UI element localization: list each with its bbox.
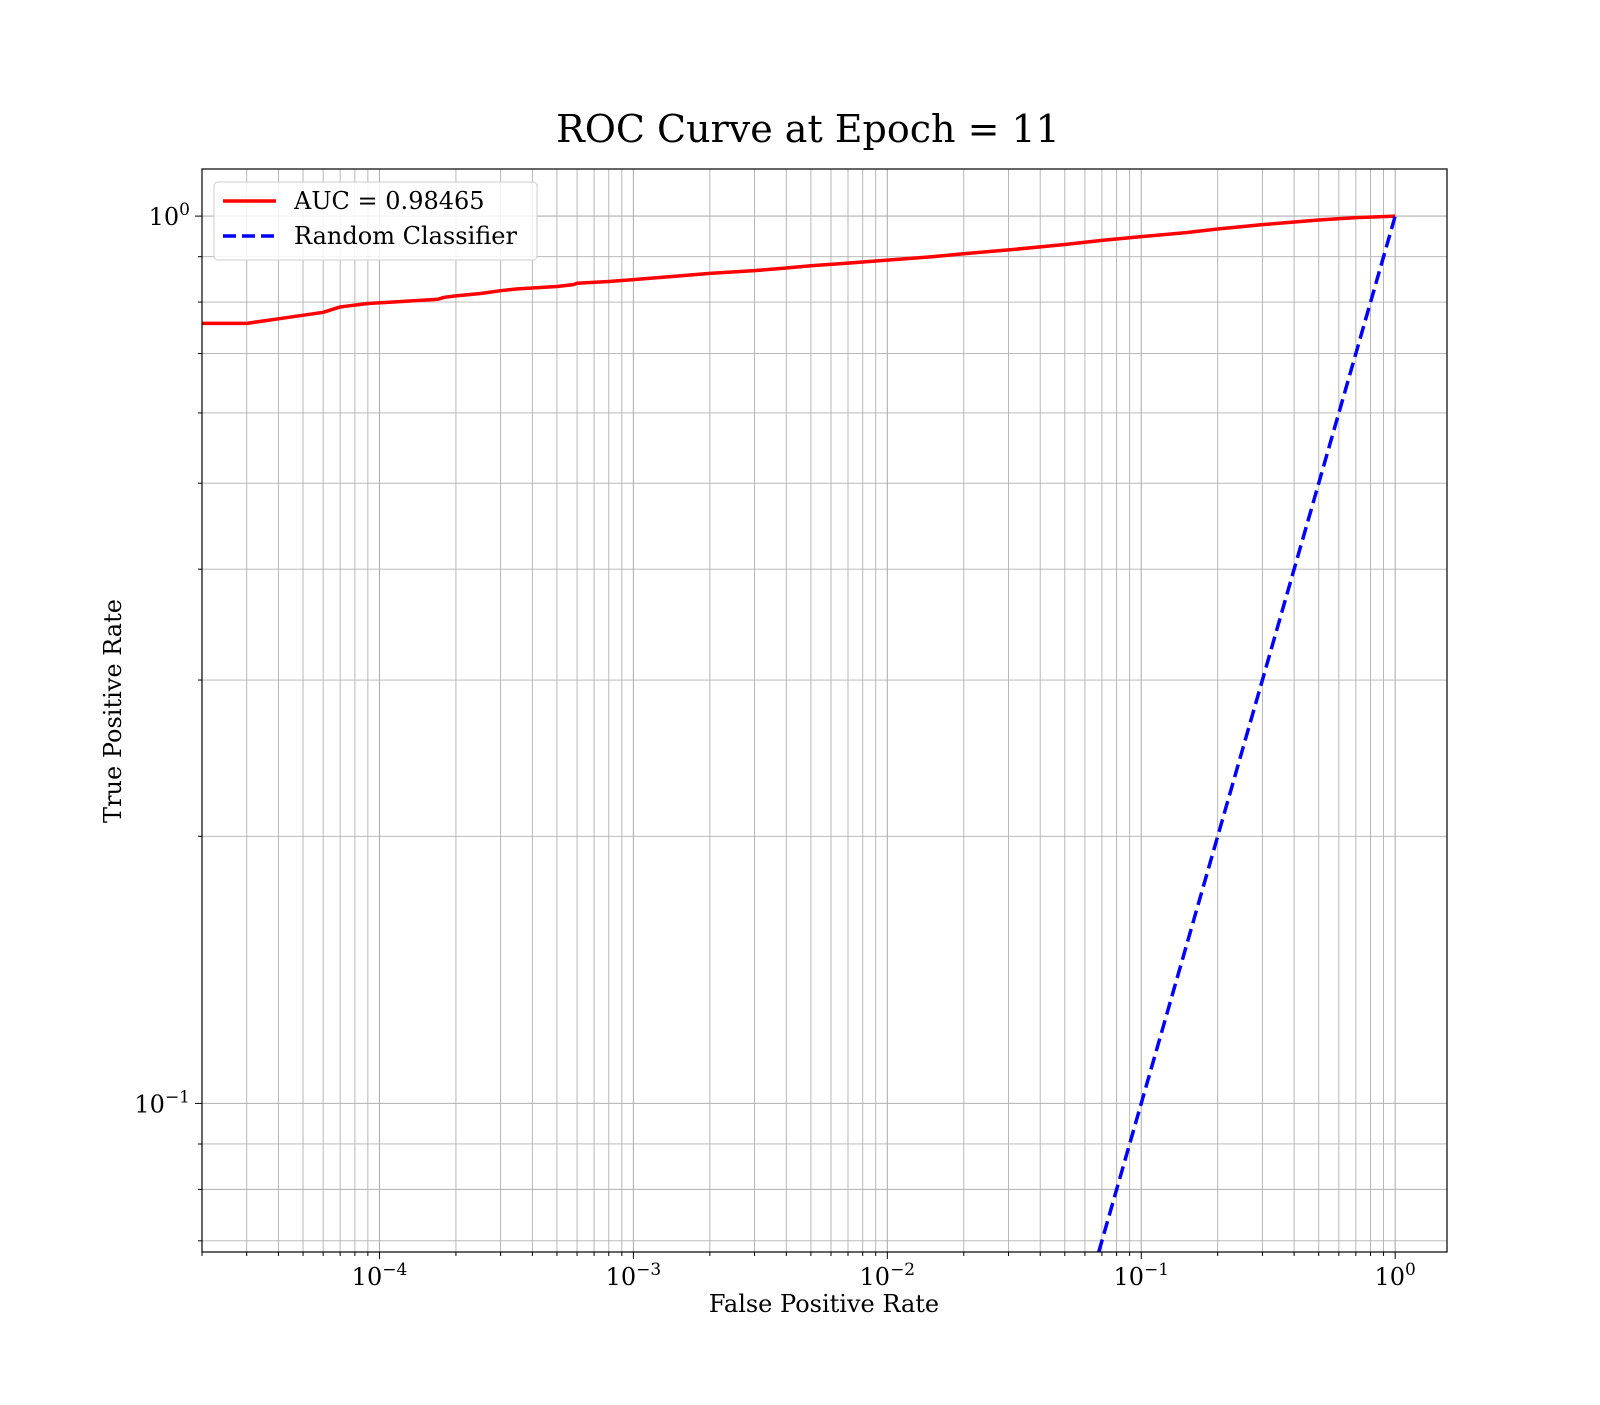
x-tick-label: 10−3 (606, 1260, 662, 1291)
random-classifier-line (1097, 215, 1397, 1252)
legend: AUC = 0.98465 Random Classifier (213, 181, 538, 261)
x-tick-label: 10−1 (1113, 1260, 1169, 1291)
roc-curve-line (202, 214, 1396, 326)
legend-label-random: Random Classifier (294, 222, 517, 250)
x-axis-ticks: 10−4 10−3 10−2 10−1 100 (201, 1252, 1416, 1291)
y-tick-label: 100 (149, 200, 190, 231)
series-lines (202, 214, 1397, 1252)
legend-label-auc: AUC = 0.98465 (293, 187, 485, 215)
major-gridlines (202, 169, 1447, 1252)
y-tick-label: 10−1 (134, 1087, 190, 1118)
x-axis-label: False Positive Rate (709, 1290, 939, 1318)
legend-box (213, 181, 538, 261)
x-tick-label: 100 (1374, 1260, 1415, 1291)
y-axis-ticks: 10−1 100 (134, 200, 202, 1242)
x-tick-label: 10−4 (352, 1260, 408, 1291)
plot-frame (201, 168, 1448, 1253)
y-axis-label: True Positive Rate (99, 599, 127, 823)
x-tick-label: 10−2 (860, 1260, 916, 1291)
minor-gridlines (201, 169, 1447, 1252)
chart-title: ROC Curve at Epoch = 11 (556, 107, 1060, 151)
